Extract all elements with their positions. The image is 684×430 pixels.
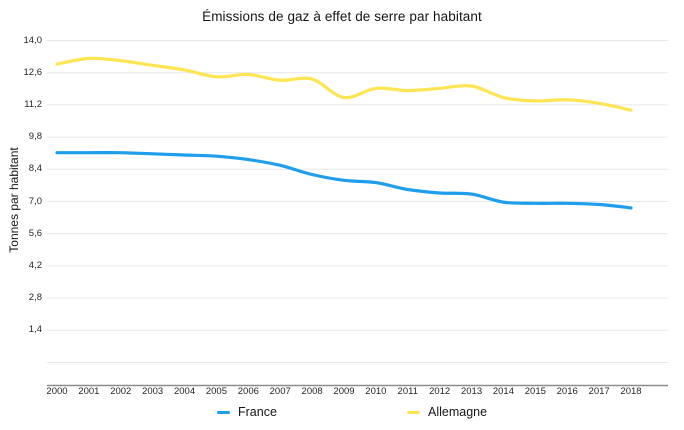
x-tick-label: 2005 xyxy=(205,386,227,397)
x-tick-label: 2006 xyxy=(237,386,259,397)
legend-swatch-france xyxy=(217,410,230,414)
x-tick-label: 2008 xyxy=(301,386,323,397)
x-tick-label: 2018 xyxy=(620,386,642,397)
x-tick-label: 2007 xyxy=(269,386,291,397)
x-tick-label: 2000 xyxy=(46,386,68,397)
x-tick-label: 2016 xyxy=(556,386,578,397)
chart-title: Émissions de gaz à effet de serre par ha… xyxy=(202,9,482,24)
y-tick-label: 7,0 xyxy=(28,195,42,207)
x-tick-label: 2002 xyxy=(110,386,132,397)
legend-item-allemagne: Allemagne xyxy=(407,404,487,420)
x-tick-label: 2004 xyxy=(173,386,196,397)
x-tick-label: 2013 xyxy=(460,386,483,397)
y-tick-label: 14,0 xyxy=(23,34,43,46)
y-tick-label: 9,8 xyxy=(28,131,42,143)
y-tick-label: 11,2 xyxy=(24,98,42,110)
y-tick-label: 5,6 xyxy=(28,227,42,239)
y-tick-label: 2,8 xyxy=(28,292,42,304)
series-line-allemagne xyxy=(55,56,633,112)
x-tick-label: 2010 xyxy=(365,386,387,397)
series-line-france xyxy=(55,151,633,210)
x-tick-label: 2012 xyxy=(429,386,451,397)
legend-label-france: France xyxy=(238,405,277,419)
legend-item-france: France xyxy=(217,404,277,420)
x-tick-label: 2001 xyxy=(78,386,100,397)
x-tick-label: 2009 xyxy=(333,386,355,397)
x-tick-label: 2014 xyxy=(492,386,514,397)
y-tick-label: 12,6 xyxy=(23,66,43,78)
y-tick-label: 4,2 xyxy=(28,259,42,271)
x-tick-label: 2015 xyxy=(524,386,546,397)
y-tick-label: 8,4 xyxy=(28,163,42,175)
x-tick-label: 2011 xyxy=(397,386,418,397)
legend-label-allemagne: Allemagne xyxy=(428,405,488,419)
legend-swatch-allemagne xyxy=(407,410,420,414)
y-tick-label: 1,4 xyxy=(28,324,42,336)
x-tick-label: 2017 xyxy=(588,386,610,397)
x-tick-label: 2003 xyxy=(142,386,164,397)
